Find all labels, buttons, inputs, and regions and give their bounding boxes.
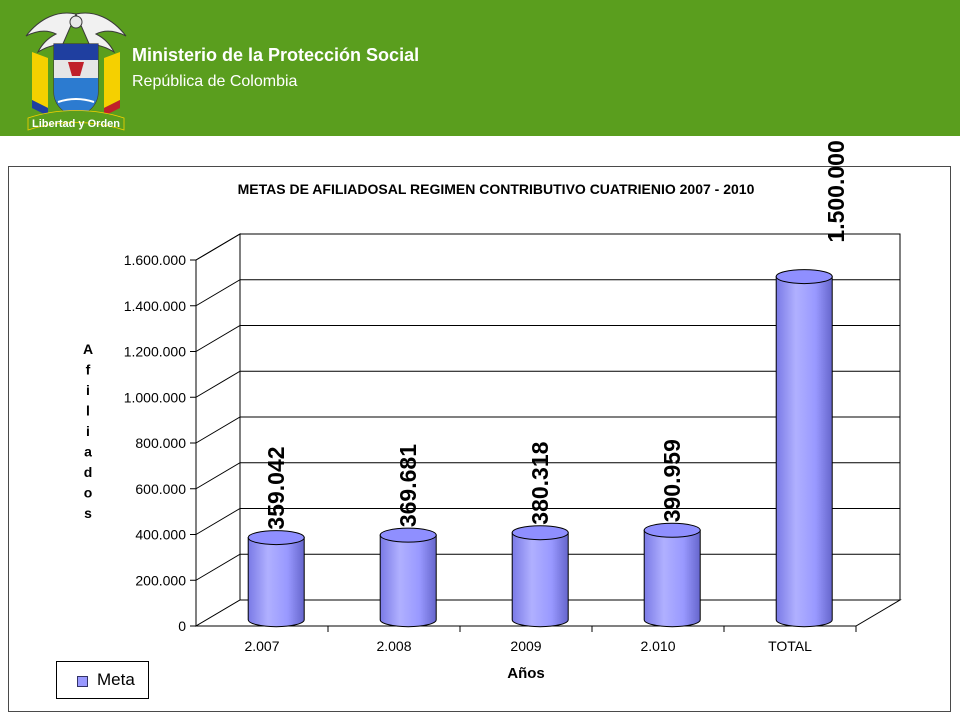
x-tick-label: 2009 <box>510 638 541 654</box>
bar-2.010 <box>643 522 701 628</box>
y-tick-label: 400.000 <box>135 527 186 543</box>
x-tick-label: TOTAL <box>768 638 812 654</box>
bar-body <box>247 537 305 628</box>
coat-of-arms-icon: Libertad y Orden <box>25 12 127 131</box>
y-tick-label: 1.600.000 <box>124 252 186 268</box>
y-axis-label-letter: a <box>84 444 92 460</box>
bar-body <box>511 532 569 628</box>
y-tick-label: 1.200.000 <box>124 344 186 360</box>
x-tick-label: 2.007 <box>244 638 279 654</box>
x-axis-label: Años <box>507 665 545 682</box>
gridline <box>195 416 900 444</box>
data-label: 390.959 <box>659 439 685 522</box>
y-tick-label: 0 <box>178 618 186 634</box>
gridline <box>195 325 900 352</box>
y-tick-label: 200.000 <box>135 572 186 588</box>
bar-top <box>643 522 701 538</box>
bar-top <box>511 525 569 541</box>
bar-body <box>379 534 437 628</box>
y-axis-label-letter: A <box>83 341 93 357</box>
gridline <box>195 279 900 307</box>
bar-top <box>247 530 305 546</box>
gridline <box>195 370 900 398</box>
bar-top <box>379 527 437 543</box>
gridline <box>195 462 900 490</box>
y-axis-label-letter: l <box>86 403 90 419</box>
bar-body <box>775 276 833 628</box>
y-tick-label: 1.000.000 <box>124 389 186 405</box>
data-label: 359.042 <box>263 446 289 529</box>
chart-title: METAS DE AFILIADOSAL REGIMEN CONTRIBUTIV… <box>238 181 755 197</box>
y-tick-label: 800.000 <box>135 435 186 451</box>
x-tick-label: 2.010 <box>640 638 675 654</box>
x-tick-label: 2.008 <box>376 638 411 654</box>
y-axis-label-letter: o <box>84 485 93 501</box>
y-axis-label-letter: d <box>84 464 93 480</box>
y-axis-label-letter: i <box>86 423 90 439</box>
gridline <box>195 508 900 535</box>
bar-2009 <box>511 525 569 628</box>
data-label: 369.681 <box>395 444 421 527</box>
gridline <box>195 233 900 261</box>
legend: Meta <box>56 661 149 699</box>
y-axis-label-letter: s <box>84 505 92 521</box>
bar-body <box>643 529 701 628</box>
data-label: 1.500.000 <box>823 140 849 242</box>
header-bar: Libertad y Orden Ministerio de la Protec… <box>0 0 960 136</box>
country-name: República de Colombia <box>132 73 298 90</box>
bar-TOTAL <box>775 269 833 628</box>
ministry-name: Ministerio de la Protección Social <box>132 45 420 65</box>
data-label: 380.318 <box>527 441 553 524</box>
y-axis-label-letter: i <box>86 382 90 398</box>
legend-label: Meta <box>97 670 135 689</box>
emblem-motto: Libertad y Orden <box>32 118 120 130</box>
bar-2.007 <box>247 530 305 628</box>
legend-swatch <box>77 676 88 687</box>
y-tick-label: 1.400.000 <box>124 298 186 314</box>
bar-top <box>775 269 833 285</box>
bar-2.008 <box>379 527 437 628</box>
y-axis-label-letter: f <box>86 362 91 378</box>
y-tick-label: 600.000 <box>135 481 186 497</box>
